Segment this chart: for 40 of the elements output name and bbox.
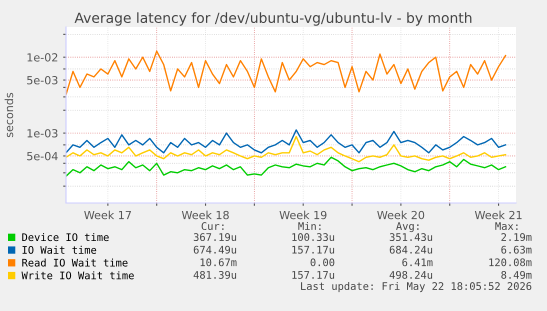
text: Max:	[495, 222, 518, 230]
text: 481.39u	[194, 270, 236, 279]
x-tick-label: Week 18	[182, 210, 229, 220]
y-tick-label: 1e-03	[28, 129, 58, 138]
text: Cur:	[202, 222, 224, 230]
text: 8.49m	[501, 270, 532, 279]
line-series	[66, 50, 506, 96]
text: 120.08m	[489, 258, 532, 266]
text: 498.24u	[390, 270, 432, 279]
text: 0.00	[310, 258, 334, 266]
y-tick-label: 1e-02	[28, 53, 58, 62]
text: 367.19u	[194, 233, 236, 242]
legend-label: Write IO Wait time	[22, 271, 134, 280]
legend-label: Device IO time	[22, 233, 109, 242]
line-series	[66, 129, 506, 154]
y-tick-label: 5e-03	[27, 76, 58, 84]
text: 157.17u	[292, 246, 334, 254]
text: 100.33u	[292, 233, 334, 242]
text: 10.67m	[200, 258, 237, 266]
x-tick-label: Week 20	[377, 210, 424, 220]
line-series	[66, 156, 506, 177]
line-series	[66, 136, 506, 162]
text: 674.49u	[194, 246, 236, 254]
text: 2.19m	[501, 233, 532, 242]
y-axis-title: seconds	[4, 92, 14, 138]
text: Last update: Fri May 22 18:05:52 2026	[301, 282, 532, 292]
legend-label: IO Wait time	[22, 246, 96, 254]
legend-label: Read IO Wait time	[22, 258, 128, 267]
text: Avg:	[396, 222, 418, 232]
y-tick-label: 5e-04	[27, 152, 58, 160]
text: 6.63m	[501, 246, 532, 254]
chart-title: Average latency for /dev/ubuntu-vg/ubuntu-lv - by month	[74, 12, 472, 26]
text: 6.41m	[402, 258, 433, 266]
text: 684.24u	[390, 246, 432, 254]
x-tick-label: Week 21	[474, 210, 522, 220]
text: 351.43u	[390, 233, 432, 242]
text: Min:	[298, 222, 320, 230]
x-tick-label: Week 19	[280, 210, 326, 220]
x-tick-label: Week 17	[84, 210, 131, 220]
text: 157.17u	[292, 271, 334, 279]
